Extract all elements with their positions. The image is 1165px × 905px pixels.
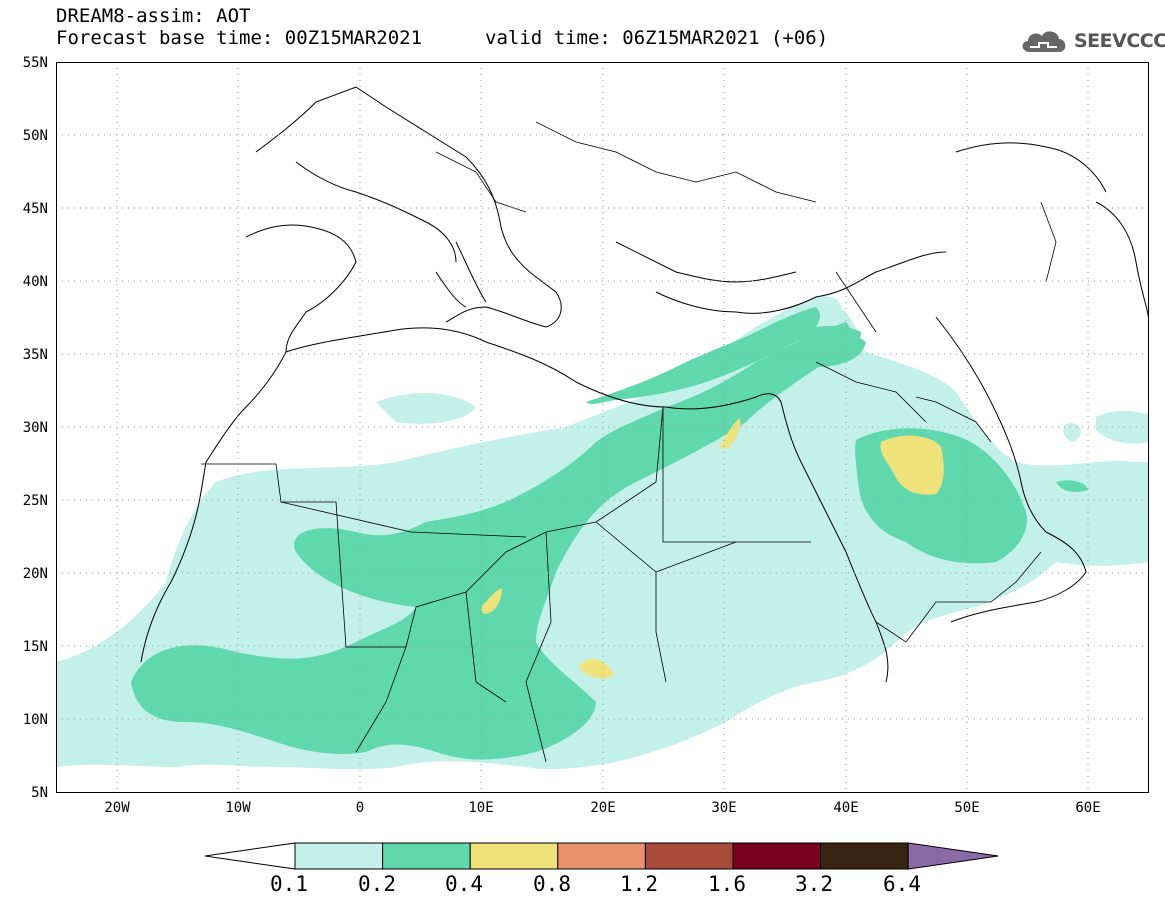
lat-label: 30N <box>22 420 48 436</box>
lon-label: 0 <box>355 800 365 816</box>
country-borders <box>201 121 1057 763</box>
lon-label: 30E <box>711 800 737 816</box>
colorbar-label: 0.4 <box>445 872 483 896</box>
valid-time: valid time: 06Z15MAR2021 (+06) <box>485 27 829 49</box>
lat-label: 35N <box>22 347 48 363</box>
colorbar-label: 1.2 <box>620 872 658 896</box>
coastlines <box>140 86 1149 683</box>
colorbar-segment <box>732 842 822 870</box>
forecast-base-time: Forecast base time: 00Z15MAR2021 <box>56 27 423 49</box>
lat-label: 5N <box>31 785 48 801</box>
colorbar-label: 1.6 <box>708 872 746 896</box>
lon-label: 60E <box>1075 800 1101 816</box>
cloud-icon <box>1022 31 1066 52</box>
colorbar-segment <box>382 842 471 870</box>
colorbar-segment <box>205 842 296 870</box>
lon-label: 50E <box>954 800 980 816</box>
colorbar-segment <box>644 842 734 870</box>
lat-lon-grid <box>56 62 1149 793</box>
lat-label: 45N <box>22 201 48 217</box>
colorbar-label: 3.2 <box>795 872 833 896</box>
colorbar-segment <box>820 842 909 870</box>
lon-label: 20E <box>590 800 616 816</box>
colorbar-segment <box>294 842 384 870</box>
lon-label: 10E <box>468 800 494 816</box>
dust-map <box>56 62 1149 793</box>
lon-label: 20W <box>104 800 130 816</box>
lat-label: 50N <box>22 128 48 144</box>
aot-region-high <box>481 418 944 679</box>
colorbar-label: 6.4 <box>883 872 921 896</box>
colorbar-segment <box>557 842 646 870</box>
colorbar-segment <box>907 842 999 870</box>
logo-text: SEEVCCC <box>1074 30 1165 52</box>
colorbar-label: 0.2 <box>358 872 396 896</box>
aot-region-mid <box>131 307 1088 760</box>
lat-label: 20N <box>22 566 48 582</box>
lat-label: 10N <box>22 712 48 728</box>
colorbar <box>205 842 999 870</box>
seevccc-logo: SEEVCCC <box>1018 26 1165 56</box>
lat-label: 55N <box>22 55 48 71</box>
lon-label: 10W <box>225 800 251 816</box>
map-title: DREAM8-assim: AOT <box>56 5 251 27</box>
lat-label: 25N <box>22 493 48 509</box>
lon-label: 40E <box>833 800 859 816</box>
map-border <box>56 62 1149 793</box>
colorbar-segment <box>469 842 559 870</box>
lat-label: 15N <box>22 639 48 655</box>
lat-label: 40N <box>22 274 48 290</box>
colorbar-label: 0.8 <box>533 872 571 896</box>
colorbar-label: 0.1 <box>270 872 308 896</box>
